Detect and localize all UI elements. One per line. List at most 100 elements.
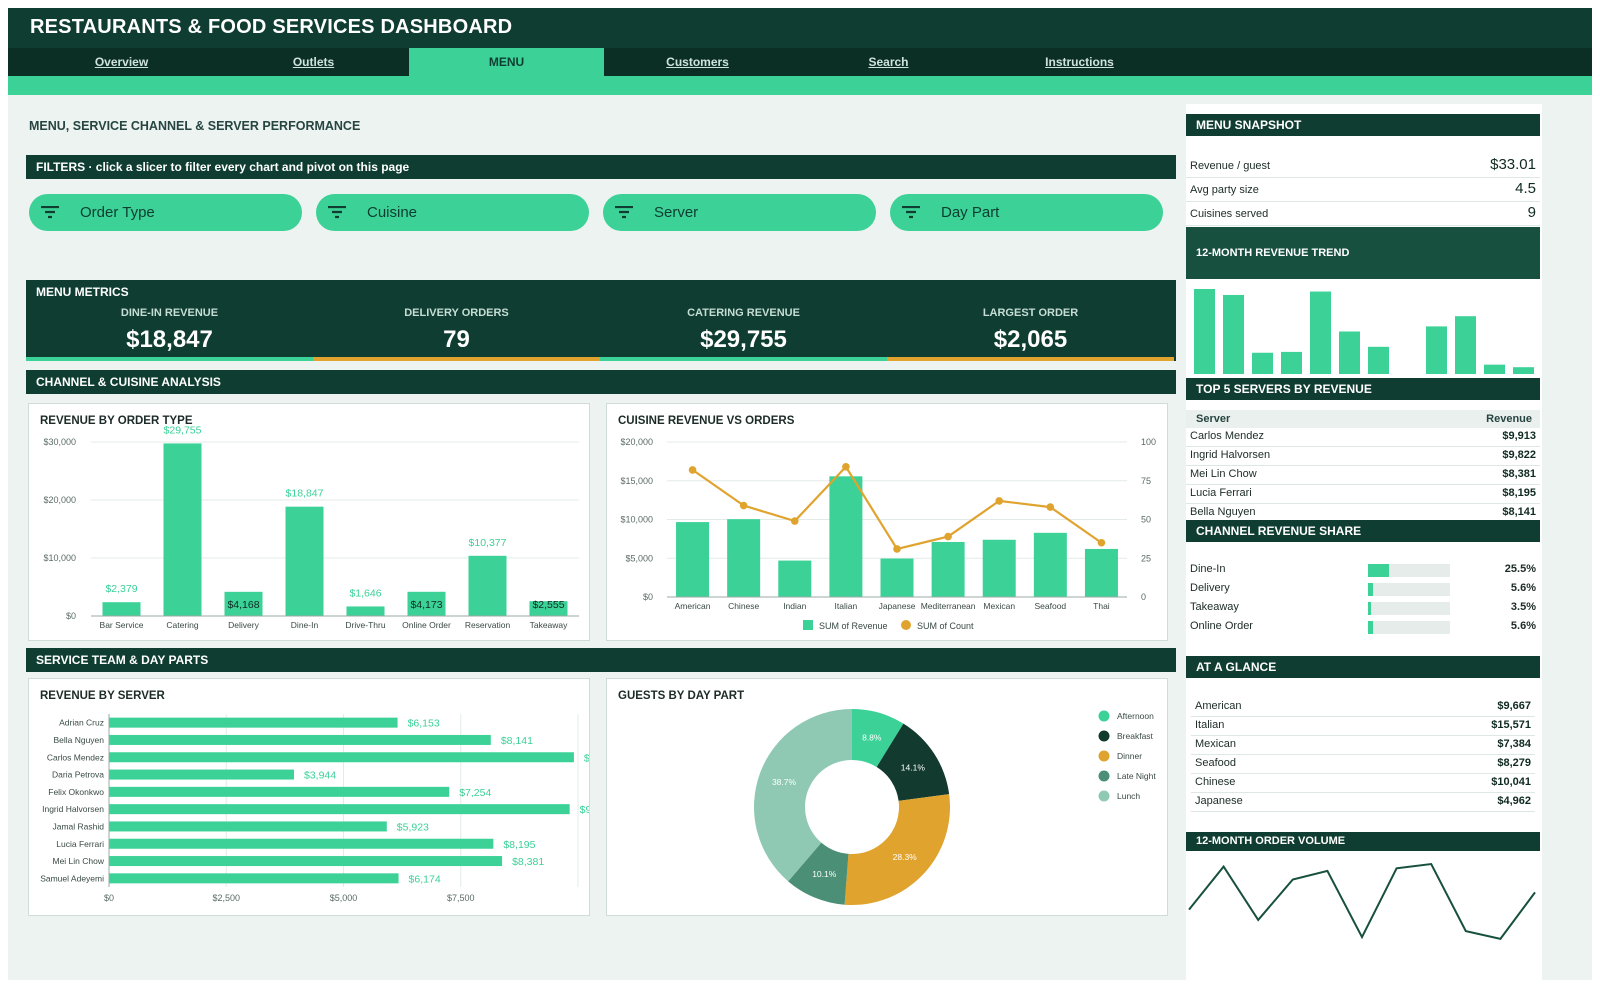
channel-share-bar (1368, 602, 1371, 615)
metric-value: 79 (443, 326, 470, 353)
revenue-trend-header: 12-MONTH REVENUE TREND (1186, 227, 1540, 279)
metric-dine-in-revenue: DINE-IN REVENUE $18,847 (26, 280, 313, 361)
metric-label: CATERING REVENUE (687, 307, 800, 319)
slicer-cuisine[interactable]: Cuisine (316, 194, 589, 231)
metric-value: $29,755 (700, 326, 787, 353)
metric-value: $2,065 (993, 326, 1068, 353)
trend-bar (1426, 326, 1447, 374)
x-tick-label: American (675, 601, 711, 611)
bar (109, 804, 570, 815)
server-revenue: $9,822 (1502, 449, 1536, 461)
server-revenue: $9,913 (1502, 430, 1536, 442)
x-tick-label: Dine-In (291, 620, 319, 630)
pie-slice (844, 794, 950, 905)
revenue-trend-title: 12-MONTH REVENUE TREND (1196, 247, 1350, 259)
slicer-server[interactable]: Server (603, 194, 876, 231)
y-tick-label: $20,000 (620, 437, 653, 447)
top-server-row: Mei Lin Chow $8,381 (1186, 466, 1540, 485)
x-tick-label: $0 (104, 893, 114, 903)
legend-swatch-count (901, 620, 911, 630)
trend-bar (1310, 291, 1331, 374)
order-volume-band: 12-MONTH ORDER VOLUME (1186, 832, 1540, 851)
glance-label: Japanese (1195, 795, 1243, 807)
x-tick-label: $7,500 (447, 893, 475, 903)
bar (676, 522, 710, 597)
x-tick-label: Takeaway (530, 620, 569, 630)
channel-share-row: Delivery 5.6% (1186, 579, 1540, 598)
glance-value: $8,279 (1497, 757, 1531, 769)
data-label: $6,174 (409, 873, 441, 885)
metric-delivery-orders: DELIVERY ORDERS 79 (313, 280, 600, 361)
pie-slice (876, 723, 950, 801)
metric-accent-bar (313, 357, 600, 361)
server-chart: $0 $2,500 $5,000 $7,500 Adrian Cruz $6,153 Bel… (40, 714, 616, 903)
glance-label: Seafood (1195, 757, 1236, 769)
bar (407, 591, 446, 616)
tab-menu[interactable]: MENU (409, 48, 604, 76)
line-point (1097, 538, 1106, 547)
day-part-title: GUESTS BY DAY PART (618, 690, 745, 702)
server-name: Bella Nguyen (1190, 506, 1256, 518)
server-revenue: $8,141 (1502, 506, 1536, 518)
x-tick-label: Italian (835, 601, 858, 611)
x-tick-label: Seafood (1034, 601, 1066, 611)
filter-icon (902, 206, 920, 219)
tab-customers[interactable]: Customers (666, 55, 729, 69)
y-tick-label: Jamal Rashid (53, 821, 105, 831)
channel-share-value: 5.6% (1510, 582, 1536, 594)
metric-accent-bar (26, 357, 313, 361)
bar (346, 606, 385, 616)
bar (285, 506, 324, 616)
legend-swatch-revenue (803, 620, 813, 630)
day-part-panel: 8.8% 14.1% 28.3% 10.1% 38.7% Afternoon Breakfa… (606, 678, 1168, 916)
server-revenue: $8,381 (1502, 468, 1536, 480)
bar (109, 734, 491, 745)
tab-search[interactable]: Search (868, 55, 909, 69)
bar (224, 591, 263, 616)
y-tick-label: Felix Okonkwo (48, 787, 104, 797)
filters-label: FILTERS (36, 160, 86, 174)
snapshot-row: Avg party size 4.5 (1186, 178, 1540, 202)
channel-share-value: 25.5% (1504, 563, 1536, 575)
slicer-day-part[interactable]: Day Part (890, 194, 1163, 231)
tab-overview[interactable]: Overview (94, 55, 149, 69)
slicer-label: Cuisine (367, 204, 418, 221)
glance-row: Japanese $4,962 (1191, 793, 1535, 812)
data-label: $8,381 (512, 856, 544, 868)
menu-metrics-title: MENU METRICS (36, 285, 129, 299)
channel-label: Dine-In (1190, 563, 1226, 575)
line-point (1046, 503, 1055, 511)
channel-share-value: 5.6% (1510, 620, 1536, 632)
filter-icon (328, 206, 346, 219)
x-tick-label: Drive-Thru (345, 620, 385, 630)
y-tick-label: Bella Nguyen (53, 735, 104, 745)
trend-bar (1368, 346, 1389, 374)
tab-instructions[interactable]: Instructions (1045, 55, 1114, 69)
col-revenue: Revenue (1486, 413, 1532, 425)
legend-swatch (1098, 750, 1110, 762)
data-label: $3,944 (304, 770, 336, 782)
bar (109, 717, 398, 728)
channel-share-track (1368, 602, 1450, 615)
data-label: $8,141 (501, 735, 533, 747)
slicer-order-type[interactable]: Order Type (29, 194, 302, 231)
channel-share-track (1368, 583, 1450, 596)
app-title: RESTAURANTS & FOOD SERVICES DASHBOARD (30, 16, 513, 38)
channel-share-bar (1368, 621, 1373, 634)
channel-share-value: 3.5% (1510, 601, 1536, 613)
tab-outlets[interactable]: Outlets (292, 55, 335, 69)
x-tick-label: Mediterranean (921, 601, 976, 611)
slice-label: 28.3% (893, 852, 918, 862)
order-type-panel: $0 $10,000 $20,000 $30,000 $2,379 Bar Service… (28, 403, 590, 641)
at-a-glance-band: AT A GLANCE (1186, 656, 1540, 678)
order-type-chart: $0 $10,000 $20,000 $30,000 $2,379 Bar Service… (43, 424, 579, 630)
bar (829, 476, 863, 597)
page-title: MENU, SERVICE CHANNEL & SERVER PERFORMAN… (29, 119, 361, 133)
order-volume-line (1188, 862, 1536, 940)
nav-bar: Overview Outlets MENU Customers Search I… (8, 48, 1592, 76)
channel-share-track (1368, 564, 1450, 577)
data-label: $2,555 (532, 599, 564, 611)
snapshot-value: 9 (1527, 204, 1536, 221)
legend-label: Late Night (1117, 771, 1156, 781)
dashboard-frame: RESTAURANTS & FOOD SERVICES DASHBOARD Ov… (8, 8, 1592, 980)
